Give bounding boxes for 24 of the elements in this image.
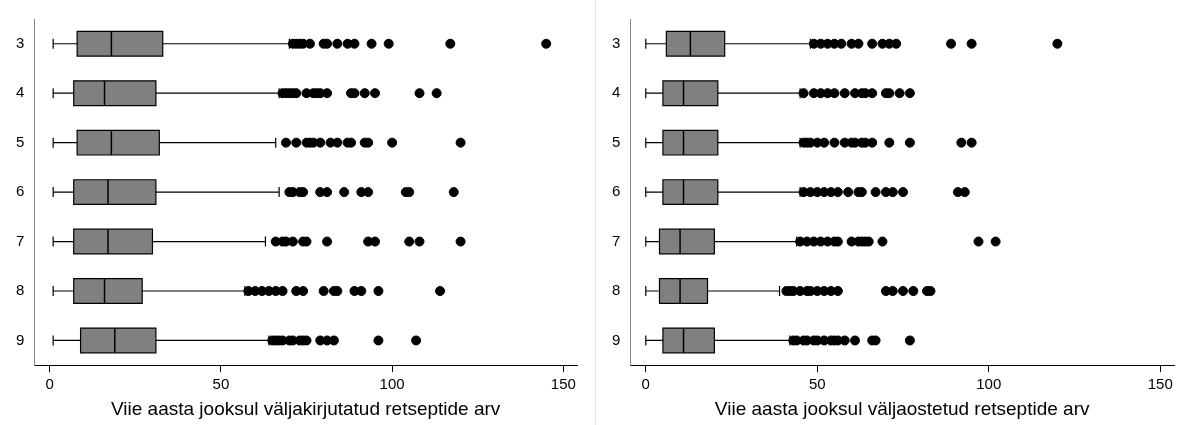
y-tick-label: 3 xyxy=(612,33,621,51)
x-axis-title: Viie aasta jooksul väljaostetud retseptide arv xyxy=(714,397,1090,419)
x-tick-label: 150 xyxy=(1147,375,1173,393)
x-tick-label: 100 xyxy=(976,375,1002,393)
y-tick-label: 8 xyxy=(612,281,621,299)
y-tick-label: 5 xyxy=(16,132,25,150)
y-tick-label: 4 xyxy=(612,83,621,101)
x-tick-label: 0 xyxy=(641,375,650,393)
y-tick-label: 7 xyxy=(16,231,25,249)
x-tick-label: 0 xyxy=(45,375,54,393)
y-tick-label: 7 xyxy=(612,231,621,249)
y-tick-label: 6 xyxy=(612,182,621,200)
x-tick-label: 50 xyxy=(212,375,230,393)
x-axis-title: Viie aasta jooksul väljakirjutatud retseptide arv xyxy=(110,397,501,419)
y-tick-label: 9 xyxy=(16,330,25,348)
x-tick-label: 150 xyxy=(550,375,576,393)
y-tick-label: 6 xyxy=(16,182,25,200)
y-tick-label: 8 xyxy=(16,281,25,299)
y-tick-label: 4 xyxy=(16,83,25,101)
x-tick-label: 100 xyxy=(379,375,405,393)
y-tick-label: 3 xyxy=(16,33,25,51)
y-tick-label: 9 xyxy=(612,330,621,348)
y-tick-label: 5 xyxy=(612,132,621,150)
x-tick-label: 50 xyxy=(808,375,826,393)
